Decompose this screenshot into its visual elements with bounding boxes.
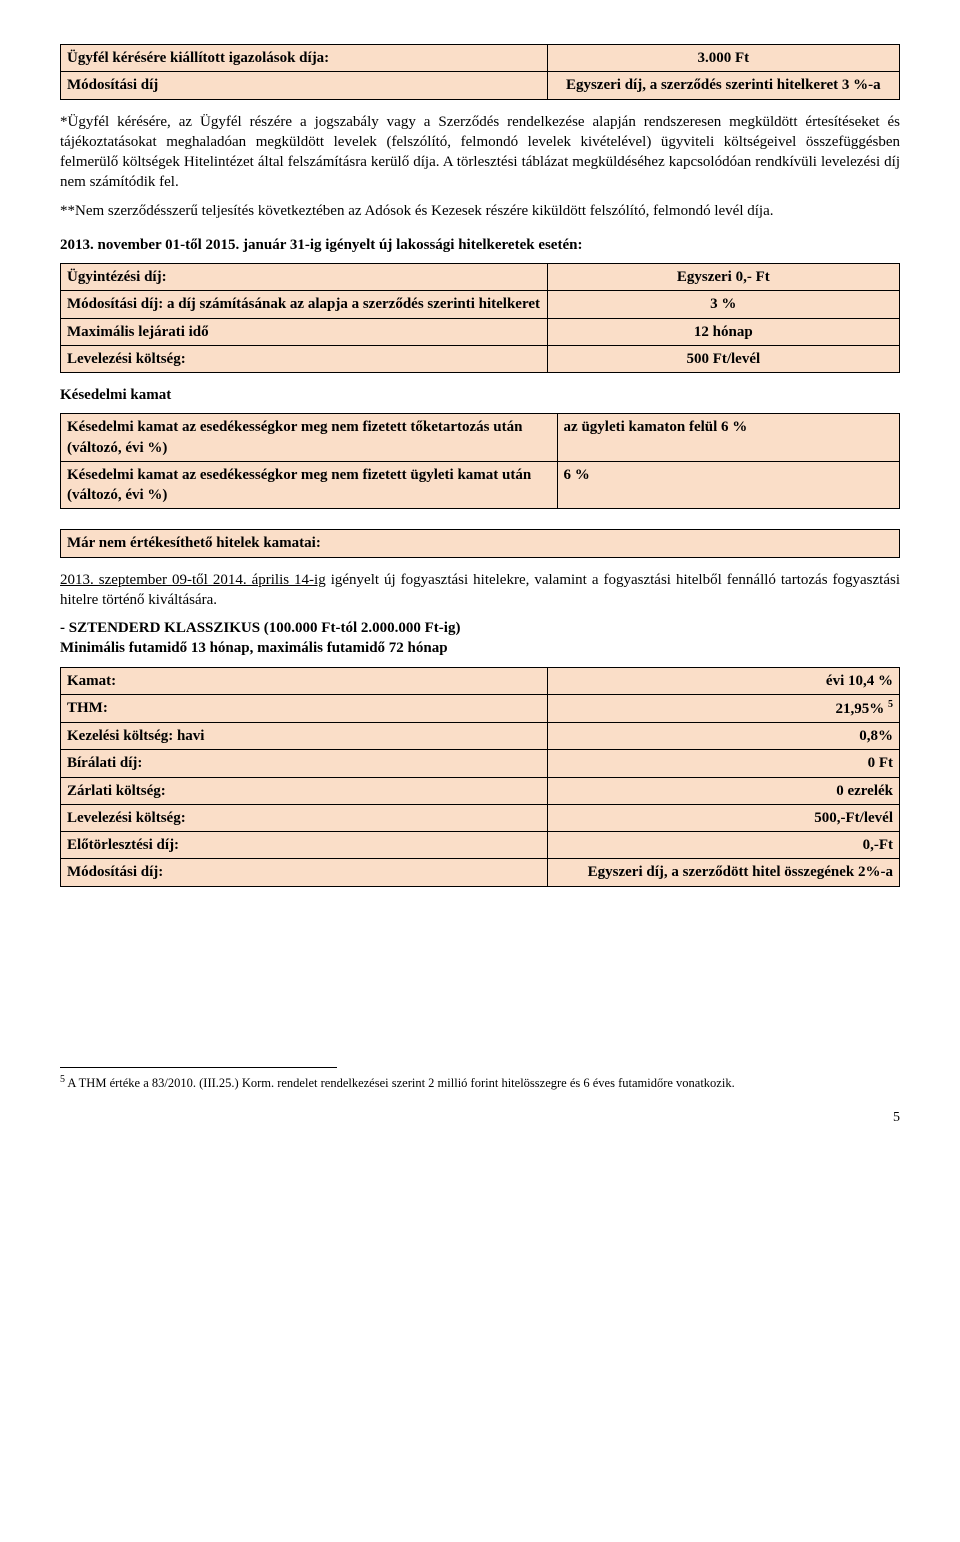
cell: 0,-Ft	[547, 832, 899, 859]
cell: 3.000 Ft	[547, 45, 899, 72]
heading-term-range: Minimális futamidő 13 hónap, maximális f…	[60, 638, 900, 658]
cell: Maximális lejárati idő	[61, 318, 548, 345]
cell: 3 %	[547, 291, 899, 318]
heading-late-interest: Késedelmi kamat	[60, 385, 900, 405]
cell: 6 %	[557, 461, 899, 509]
cell: 12 hónap	[547, 318, 899, 345]
footnote-ref-5: 5	[888, 699, 893, 710]
cell: Egyszeri díj, a szerződés szerinti hitel…	[547, 72, 899, 99]
underlined-date-range: 2013. szeptember 09-től 2014. április 14…	[60, 572, 326, 588]
cell: Módosítási díj	[61, 72, 548, 99]
paragraph-period-old: 2013. szeptember 09-től 2014. április 14…	[60, 570, 900, 611]
cell: Előtörlesztési díj:	[61, 832, 548, 859]
cell: 0,8%	[547, 723, 899, 750]
cell: Levelezési költség:	[61, 345, 548, 372]
footnote-separator	[60, 1067, 337, 1068]
cell: Ügyintézési díj:	[61, 264, 548, 291]
cell: 500 Ft/levél	[547, 345, 899, 372]
cell: 0 Ft	[547, 750, 899, 777]
heading-standard-classic: - SZTENDERD KLASSZIKUS (100.000 Ft-tól 2…	[60, 618, 900, 638]
cell: Késedelmi kamat az esedékességkor meg ne…	[61, 414, 558, 462]
cell: Bírálati díj:	[61, 750, 548, 777]
cell: évi 10,4 %	[547, 667, 899, 694]
cell: Kamat:	[61, 667, 548, 694]
cell: Kezelési költség: havi	[61, 723, 548, 750]
paragraph-note-2: **Nem szerződésszerű teljesítés következ…	[60, 201, 900, 221]
paragraph-note-1: *Ügyfél kérésére, az Ügyfél részére a jo…	[60, 112, 900, 193]
cell: Egyszeri 0,- Ft	[547, 264, 899, 291]
cell: Már nem értékesíthető hitelek kamatai:	[61, 530, 900, 557]
cell: 0 ezrelék	[547, 777, 899, 804]
cell: az ügyleti kamaton felül 6 %	[557, 414, 899, 462]
late-interest-table: Késedelmi kamat az esedékességkor meg ne…	[60, 413, 900, 509]
cell: THM:	[61, 694, 548, 722]
fees-table-1: Ügyfél kérésére kiállított igazolások dí…	[60, 44, 900, 100]
cell: 500,-Ft/levél	[547, 804, 899, 831]
page-number: 5	[60, 1109, 900, 1128]
cell: Módosítási díj:	[61, 859, 548, 886]
cell: Levelezési költség:	[61, 804, 548, 831]
cell: Módosítási díj: a díj számításának az al…	[61, 291, 548, 318]
footnote-text: A THM értéke a 83/2010. (III.25.) Korm. …	[65, 1076, 735, 1090]
standard-classic-table: Kamat: évi 10,4 % THM: 21,95% 5 Kezelési…	[60, 667, 900, 887]
fees-table-2: Ügyintézési díj: Egyszeri 0,- Ft Módosít…	[60, 263, 900, 373]
thm-value: 21,95%	[836, 701, 885, 717]
heading-table-old-loans: Már nem értékesíthető hitelek kamatai:	[60, 529, 900, 557]
cell: Egyszeri díj, a szerződött hitel összegé…	[547, 859, 899, 886]
cell: Késedelmi kamat az esedékességkor meg ne…	[61, 461, 558, 509]
cell: Zárlati költség:	[61, 777, 548, 804]
footnote-5: 5 A THM értéke a 83/2010. (III.25.) Korm…	[60, 1074, 900, 1092]
cell: Ügyfél kérésére kiállított igazolások dí…	[61, 45, 548, 72]
cell: 21,95% 5	[547, 694, 899, 722]
heading-period: 2013. november 01-től 2015. január 31-ig…	[60, 235, 900, 255]
